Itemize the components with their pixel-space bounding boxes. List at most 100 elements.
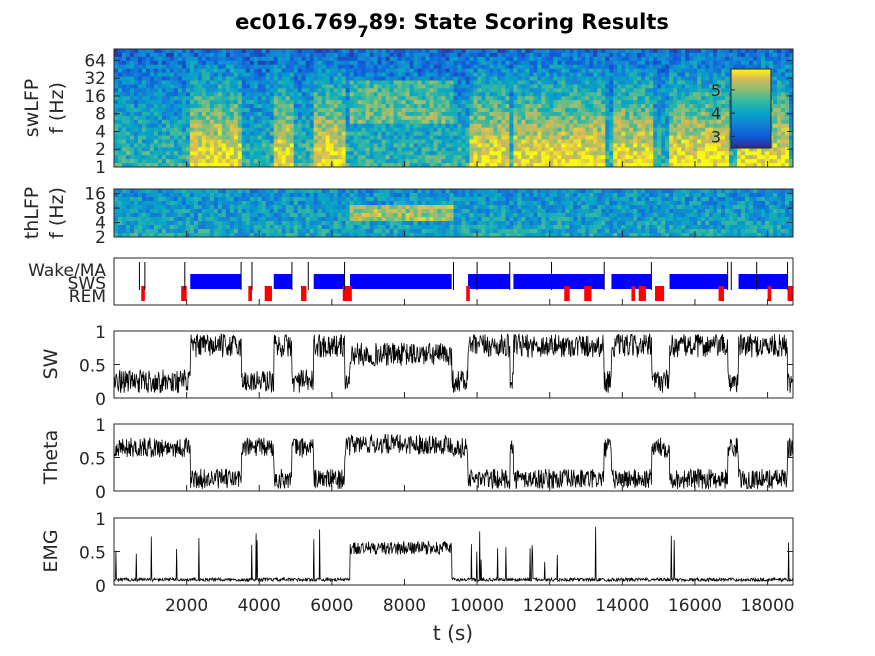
spectrogram-cell [125,49,131,54]
spectrogram-cell [397,159,403,164]
spectrogram-cell [229,88,235,93]
spectrogram-cell [129,119,135,125]
spectrogram-cell [397,84,403,89]
spectrogram-cell [653,139,658,144]
spectrogram-cell [197,127,203,133]
spectrogram-cell [693,80,698,85]
spectrogram-cell [569,80,574,85]
spectrogram-cell [429,111,435,117]
spectrogram-cell [721,111,726,117]
spectrogram-cell [525,104,530,109]
spectrogram-cell [661,64,666,70]
spectrogram-cell [285,111,291,117]
spectrogram-cell [533,100,538,105]
spectrogram-cell [673,143,678,148]
spectrogram-cell [225,139,231,144]
spectrogram-cell [717,127,722,133]
spectrogram-cell [425,68,431,74]
spectrogram-cell [397,163,403,167]
spectrogram-cell [425,119,431,125]
spectrogram-cell [589,96,594,101]
spectrogram-cell [577,100,582,105]
spectrogram-cell [465,159,471,164]
spectrogram-cell [141,131,147,137]
spectrogram-cell [777,56,782,62]
spectrogram-cell [217,163,223,167]
spectrogram-cell [341,100,347,105]
spectrogram-cell [497,143,503,148]
spectrogram-cell [717,119,722,125]
spectrogram-cell [589,147,594,152]
spectrogram-cell [233,139,239,144]
spectrogram-cell [457,139,463,144]
spectrogram-cell [753,56,758,62]
spectrogram-cell [185,111,191,117]
spectrogram-cell [121,111,127,117]
spectrogram-cell [165,131,171,137]
spectrogram-cell [649,100,654,105]
spectrogram-cell [721,159,726,164]
spectrogram-cell [237,108,243,113]
spectrogram-cell [493,155,499,160]
spectrogram-cell [501,151,507,156]
spectrogram-cell [425,163,431,167]
spectrogram-cell [573,100,578,105]
spectrogram-cell [605,151,610,156]
spectrogram-cell [413,104,419,109]
spectrogram-cell [541,163,546,167]
spectrogram-cell [709,100,714,105]
spectrogram-cell [253,163,259,167]
spectrogram-cell [309,64,315,70]
spectrogram-cell [745,155,750,160]
spectrogram-cell [221,115,227,121]
spectrogram-cell [681,163,686,167]
spectrogram-cell [409,64,415,70]
spectrogram-cell [621,92,626,97]
spectrogram-cell [341,52,347,58]
spectrogram-cell [485,84,491,89]
spectrogram-cell [493,64,499,70]
spectrogram-cell [305,49,311,54]
spectrogram-cell [761,163,766,167]
spectrogram-cell [197,100,203,105]
spectrogram-cell [461,147,467,152]
spectrogram-cell [121,68,127,74]
spectrogram-cell [273,108,279,113]
spectrogram-cell [193,88,199,93]
spectrogram-cell [277,127,283,133]
spectrogram-cell [269,68,275,74]
spectrogram-cell [529,155,534,160]
spectrogram-cell [597,92,602,97]
spectrogram-cell [725,84,730,89]
spectrogram-cell [669,115,674,121]
spectrogram-cell [329,111,335,117]
spectrogram-cell [245,88,251,93]
spectrogram-cell [377,127,383,133]
spectrogram-cell [157,139,163,144]
spectrogram-cell [361,60,367,66]
spectrogram-cell [417,104,423,109]
spectrogram-cell [577,147,582,152]
spectrogram-cell [461,131,467,137]
spectrogram-cell [213,111,219,117]
spectrogram-cell [273,49,279,54]
spectrogram-cell [493,111,499,117]
spectrogram-cell [201,100,207,105]
spectrogram-cell [289,111,295,117]
spectrogram-cell [677,104,682,109]
spectrogram-cell [457,163,463,167]
spectrogram-cell [473,104,479,109]
spectrogram-cell [593,123,598,129]
spectrogram-cell [473,155,479,160]
spectrogram-cell [557,119,562,125]
spectrogram-cell [213,131,219,137]
spectrogram-cell [525,56,530,62]
spectrogram-cell [457,80,463,85]
spectrogram-cell [357,115,363,121]
spectrogram-cell [625,123,630,129]
spectrogram-cell [161,143,167,148]
spectrogram-cell [521,64,526,70]
spectrogram-cell [345,80,351,85]
spectrogram-cell [509,151,515,156]
spectrogram-cell [653,115,658,121]
